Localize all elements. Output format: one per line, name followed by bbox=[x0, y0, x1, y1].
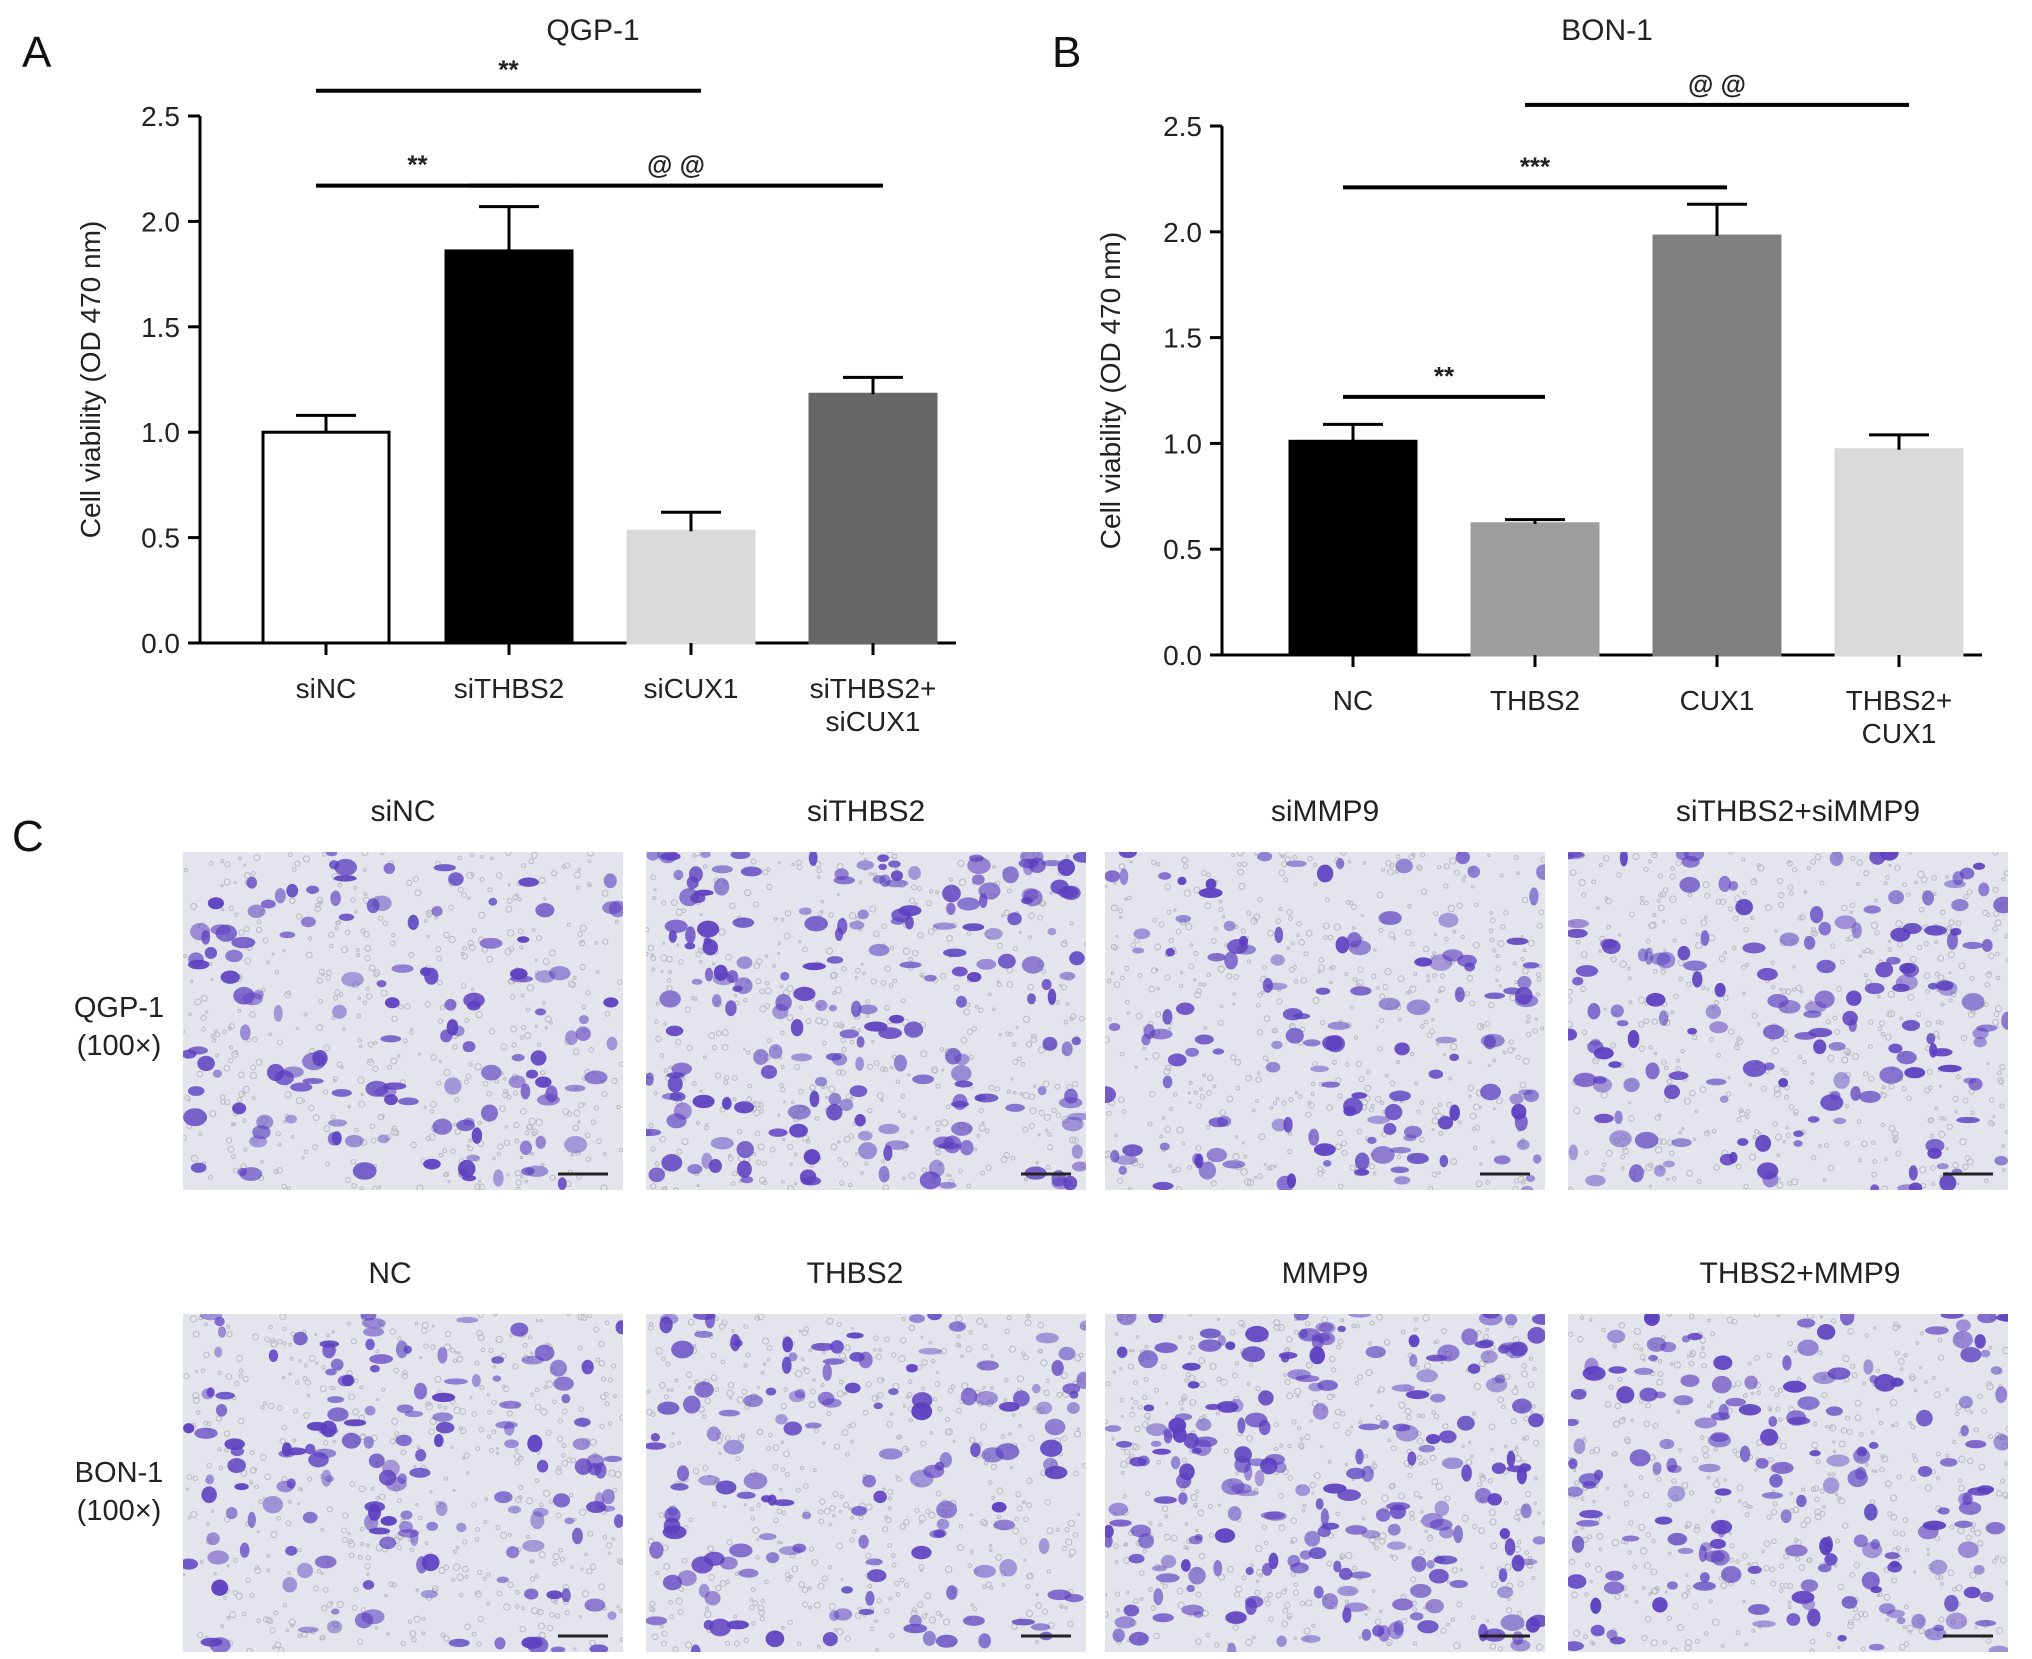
x-tick-label: CUX1 bbox=[1862, 718, 1937, 749]
y-tick-label: 0.0 bbox=[1163, 640, 1202, 671]
y-tick-label: 0.0 bbox=[141, 628, 180, 659]
bar bbox=[444, 249, 574, 645]
x-tick-label: CUX1 bbox=[1680, 685, 1755, 716]
panel-letter-c: C bbox=[12, 812, 44, 861]
bar bbox=[626, 529, 756, 645]
bar bbox=[1834, 448, 1964, 657]
x-tick-label: siCUX1 bbox=[826, 706, 921, 737]
x-tick-label: siCUX1 bbox=[644, 673, 739, 704]
y-tick-label: 2.5 bbox=[1163, 111, 1202, 142]
x-tick-label: THBS2+ bbox=[1846, 685, 1953, 716]
micrograph-qgp1-sithbs2-simmp9 bbox=[1568, 852, 2008, 1190]
micrograph-qgp1-sinc bbox=[183, 852, 623, 1190]
significance-label: ** bbox=[407, 150, 428, 180]
micrograph-bon1-thbs2 bbox=[646, 1314, 1086, 1652]
x-tick-label: siNC bbox=[296, 673, 357, 704]
y-tick-label: 1.5 bbox=[1163, 323, 1202, 354]
micrograph-bon1-thbs2-mmp9 bbox=[1568, 1314, 2008, 1652]
row-label-bon1: BON-1 (100×) bbox=[74, 1457, 164, 1527]
bar bbox=[1288, 439, 1418, 657]
micrograph-bon1-nc bbox=[183, 1314, 623, 1652]
y-tick-label: 0.5 bbox=[1163, 534, 1202, 565]
y-tick-label: 0.5 bbox=[141, 523, 180, 554]
column-label-sithbs2-simmp9: siTHBS2+siMMP9 bbox=[1675, 795, 1921, 828]
y-tick-label: 2.0 bbox=[1163, 217, 1202, 248]
chart-title: QGP-1 bbox=[546, 14, 639, 47]
column-label-thbs2: THBS2 bbox=[806, 1257, 904, 1290]
significance-label: *** bbox=[1520, 151, 1551, 181]
bar bbox=[261, 430, 391, 645]
column-label-mmp9: MMP9 bbox=[1281, 1257, 1369, 1290]
y-tick-label: 2.0 bbox=[141, 206, 180, 237]
x-tick-label: siTHBS2 bbox=[454, 673, 564, 704]
bar bbox=[1470, 522, 1600, 657]
micrograph-qgp1-sithbs2 bbox=[646, 852, 1086, 1190]
chart-qgp1: QGP-1 0.0 0.5 1.0 1.5 2.0 2.5 Cell viability (O… bbox=[75, 14, 956, 737]
chart-bon1: BON-1 0.0 0.5 1.0 1.5 2.0 2.5 Cell viability (O… bbox=[1095, 14, 1982, 749]
significance-label: @ @ bbox=[647, 150, 705, 180]
bar-charts: QGP-1 0.0 0.5 1.0 1.5 2.0 2.5 Cell viability (O… bbox=[75, 14, 1982, 749]
y-tick-label: 2.5 bbox=[141, 101, 180, 132]
y-axis-label: Cell viability (OD 470 nm) bbox=[75, 221, 106, 538]
panel-letter-b: B bbox=[1052, 28, 1082, 77]
micrograph-qgp1-simmp9 bbox=[1105, 852, 1545, 1190]
x-tick-label: NC bbox=[1333, 685, 1373, 716]
significance-label: @ @ bbox=[1688, 69, 1746, 99]
bar bbox=[1652, 234, 1782, 657]
significance-label: ** bbox=[1434, 361, 1455, 391]
column-label-thbs2-mmp9: THBS2+MMP9 bbox=[1699, 1257, 1901, 1290]
x-tick-label: THBS2 bbox=[1490, 685, 1580, 716]
bar bbox=[808, 392, 938, 645]
column-label-nc: NC bbox=[368, 1257, 412, 1290]
column-label-simmp9: siMMP9 bbox=[1270, 795, 1380, 828]
y-tick-label: 1.0 bbox=[141, 417, 180, 448]
panel-letter-a: A bbox=[22, 28, 52, 77]
y-axis-label: Cell viability (OD 470 nm) bbox=[1095, 232, 1126, 549]
micrograph-bon1-mmp9 bbox=[1105, 1314, 1545, 1652]
x-tick-label: siTHBS2+ bbox=[810, 673, 937, 704]
row-label-qgp1: QGP-1 (100×) bbox=[73, 992, 165, 1062]
chart-title: BON-1 bbox=[1561, 14, 1653, 47]
y-tick-label: 1.0 bbox=[1163, 428, 1202, 459]
significance-label: ** bbox=[498, 55, 519, 85]
column-label-sinc: siNC bbox=[370, 795, 436, 828]
y-tick-label: 1.5 bbox=[141, 312, 180, 343]
column-label-sithbs2: siTHBS2 bbox=[806, 795, 926, 828]
